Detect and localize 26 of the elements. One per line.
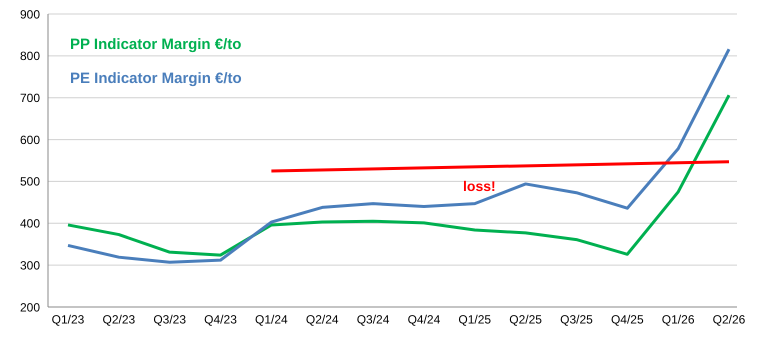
- annotation: loss!: [463, 178, 496, 194]
- x-tick-label: Q3/25: [560, 312, 594, 327]
- x-tick-label: Q3/24: [356, 312, 390, 327]
- x-tick-label: Q1/25: [458, 312, 492, 327]
- y-tick-label: 700: [20, 90, 40, 105]
- x-tick-label: Q1/24: [255, 312, 288, 327]
- y-tick-label: 800: [20, 49, 40, 64]
- x-tick-label: Q2/24: [306, 312, 339, 327]
- x-tick-label: Q4/24: [408, 312, 441, 327]
- y-tick-label: 500: [20, 174, 40, 189]
- y-tick-label: 900: [20, 7, 40, 22]
- x-tick-label: Q4/23: [204, 312, 238, 327]
- x-tick-label: Q4/25: [610, 312, 644, 327]
- x-tick-label: Q2/26: [712, 312, 746, 327]
- x-tick-label: Q1/23: [52, 312, 85, 327]
- x-tick-label: Q2/25: [509, 312, 542, 327]
- x-tick-label: Q1/26: [662, 312, 695, 327]
- line-series: [66, 94, 730, 257]
- x-tick-label: Q3/23: [153, 312, 186, 327]
- x-tick-label: Q2/23: [102, 312, 136, 327]
- text: PE Indicator Margin €/to: [70, 70, 242, 87]
- y-tick-label: 600: [20, 132, 40, 147]
- y-tick-label: 200: [20, 300, 40, 314]
- y-tick-label: 300: [20, 258, 40, 272]
- y-tick-label: 400: [20, 216, 40, 231]
- text: PP Indicator Margin €/to: [70, 36, 242, 53]
